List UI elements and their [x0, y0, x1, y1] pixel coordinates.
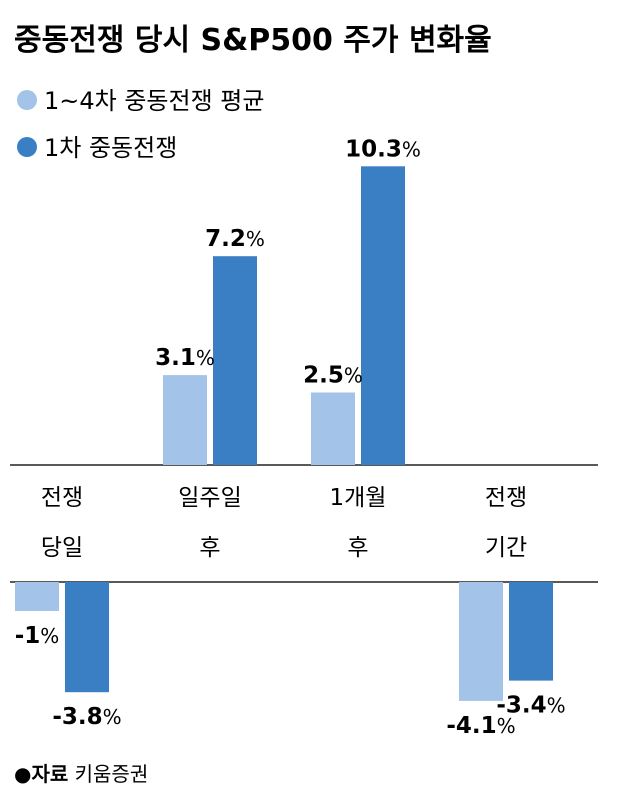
bar-s1-c2: [163, 375, 207, 465]
bar-s2-c2: [213, 256, 257, 465]
bar-s1-c4: [459, 582, 503, 701]
category-label-1-line-2: 당일: [41, 535, 83, 561]
legend-swatch-series-1: [17, 90, 37, 110]
value-label-s2-c2: 7.2%: [205, 226, 265, 252]
value-label-s2-c4: -3.4%: [496, 693, 565, 719]
category-label-2-line-2: 후: [199, 535, 220, 561]
value-label-s1-c2: 3.1%: [155, 345, 215, 371]
bars: [15, 166, 553, 701]
value-label-s1-c4: -4.1%: [446, 713, 515, 739]
source-note: ●자료 키움증권: [14, 762, 148, 786]
bar-s2-c1: [65, 582, 109, 693]
category-label-3-line-2: 후: [347, 535, 368, 561]
category-label-3-line-1: 1개월: [330, 485, 387, 511]
value-label-s1-c3: 2.5%: [303, 363, 363, 389]
legend: 1~4차 중동전쟁 평균 1차 중동전쟁: [17, 87, 264, 162]
bar-s1-c3: [311, 392, 355, 465]
category-label-1-line-1: 전쟁: [41, 485, 83, 511]
category-label-4-line-2: 기간: [485, 535, 527, 561]
category-label-2-line-1: 일주일: [178, 485, 241, 511]
bar-s1-c1: [15, 582, 59, 611]
source-label: ●자료: [14, 762, 68, 786]
value-label-s1-c1: -1%: [15, 623, 60, 649]
category-label-4-line-1: 전쟁: [485, 485, 527, 511]
bar-s2-c3: [361, 166, 405, 466]
legend-label-series-1: 1~4차 중동전쟁 평균: [44, 87, 264, 115]
bar-s2-c4: [509, 582, 553, 681]
chart-title: 중동전쟁 당시 S&P500 주가 변화율: [14, 23, 492, 58]
value-labels: -1% -3.8% 3.1% 7.2% 2.5% 10.3% -4.1%-3.4%: [15, 136, 566, 739]
value-label-s2-c1: -3.8%: [52, 704, 121, 730]
legend-label-series-2: 1차 중동전쟁: [44, 134, 177, 162]
legend-swatch-series-2: [17, 137, 37, 157]
source-text: 키움증권: [68, 762, 148, 786]
value-label-s2-c3: 10.3%: [345, 136, 421, 162]
